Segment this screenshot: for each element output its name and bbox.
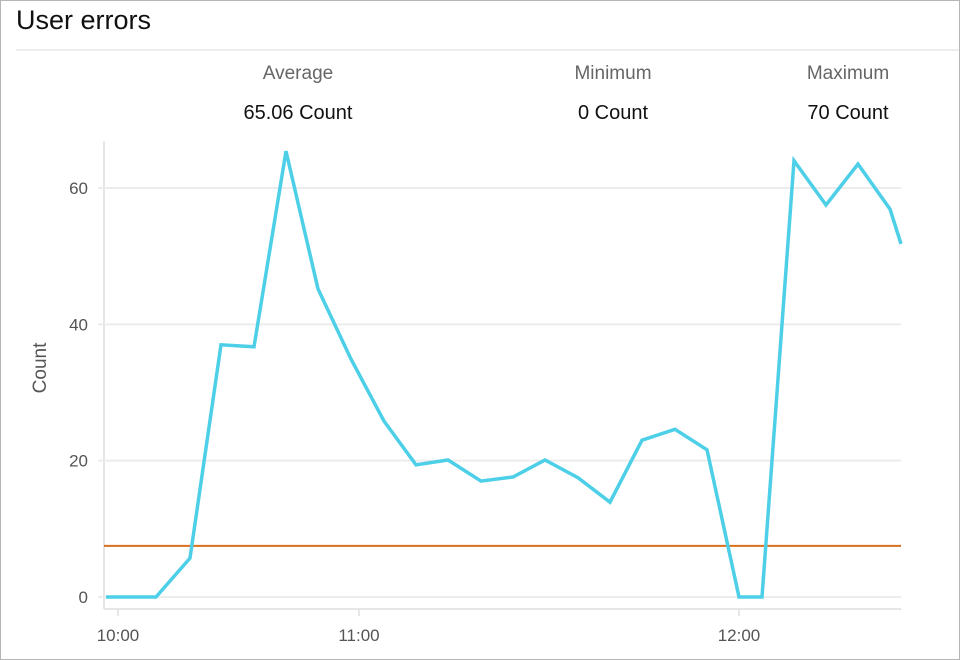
series-line [106,150,903,599]
x-tick-label: 10:00 [97,626,140,645]
y-tick-label: 60 [69,179,88,198]
stat-label: Maximum [806,63,890,84]
stat-value: 70 Count [807,102,889,124]
stat-value: 65.06 Count [243,102,353,124]
x-tick-label: 11:00 [338,626,379,645]
stat-value: 0 Count [577,102,649,124]
y-tick-label: 0 [79,588,88,607]
y-tick-label: 40 [69,315,88,334]
widget-title: User errors [16,5,152,35]
stat-label: Minimum [574,63,652,84]
stat-label: Average [262,63,334,84]
y-tick-label: 20 [69,452,88,471]
x-tick-label: 12:00 [718,626,761,645]
title-divider [16,49,959,51]
y-axis-label: Count [30,342,51,393]
